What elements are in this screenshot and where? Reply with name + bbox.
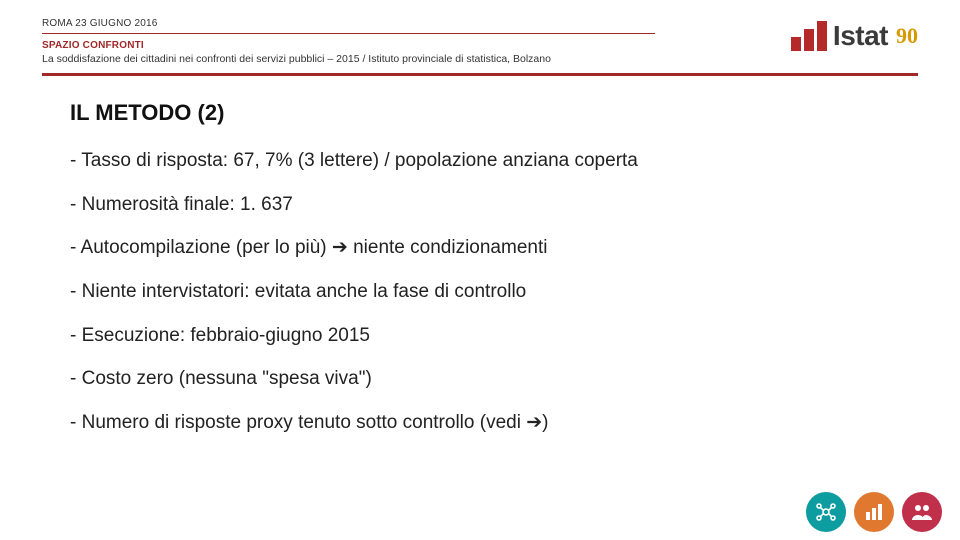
logo-badge: 90 [896,23,918,49]
bullet-item: - Esecuzione: febbraio-giugno 2015 [70,323,906,349]
logo-bars-icon [791,21,827,51]
logo-text: Istat [833,20,888,52]
slide-content: IL METODO (2) - Tasso di risposta: 67, 7… [0,76,960,435]
bullet-item: - Numerosità finale: 1. 637 [70,192,906,218]
header-subtitle: La soddisfazione dei cittadini nei confr… [42,53,918,65]
bullet-item: - Autocompilazione (per lo più) ➔ niente… [70,235,906,261]
barchart-icon [854,492,894,532]
bullet-item: - Costo zero (nessuna "spesa viva") [70,366,906,392]
footer-icons [806,492,942,532]
header-spazio: SPAZIO CONFRONTI [42,40,918,51]
istat-logo: Istat 90 [791,20,918,52]
rule-thin [42,33,655,34]
bullet-item: - Numero di risposte proxy tenuto sotto … [70,410,906,436]
header-date: ROMA 23 GIUGNO 2016 [42,18,918,29]
bullet-item: - Tasso di risposta: 67, 7% (3 lettere) … [70,148,906,174]
network-icon [806,492,846,532]
people-icon [902,492,942,532]
slide-title: IL METODO (2) [70,100,906,126]
bullet-list: - Tasso di risposta: 67, 7% (3 lettere) … [70,148,906,435]
bullet-item: - Niente intervistatori: evitata anche l… [70,279,906,305]
